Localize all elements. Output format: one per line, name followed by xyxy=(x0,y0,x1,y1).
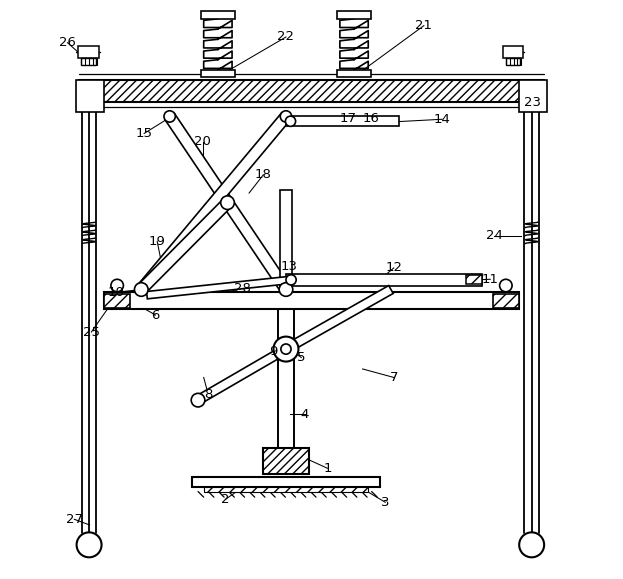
Text: 14: 14 xyxy=(434,113,450,126)
Circle shape xyxy=(191,393,205,407)
Polygon shape xyxy=(283,285,393,353)
Text: 8: 8 xyxy=(204,388,212,401)
Circle shape xyxy=(111,279,123,292)
Polygon shape xyxy=(146,276,292,299)
Bar xyxy=(201,70,235,77)
Circle shape xyxy=(279,283,293,296)
Bar xyxy=(76,79,105,112)
Circle shape xyxy=(281,344,291,354)
Circle shape xyxy=(285,116,295,126)
Text: 27: 27 xyxy=(66,513,83,526)
Bar xyxy=(264,448,308,474)
Text: 18: 18 xyxy=(255,168,272,181)
Circle shape xyxy=(500,279,512,292)
Text: 9: 9 xyxy=(269,346,277,358)
Text: 3: 3 xyxy=(381,496,389,509)
Bar xyxy=(466,275,482,284)
Bar xyxy=(193,477,379,487)
Text: 5: 5 xyxy=(297,351,305,364)
Text: 25: 25 xyxy=(83,325,100,339)
Text: 20: 20 xyxy=(194,135,211,148)
Bar xyxy=(204,487,368,492)
Text: 12: 12 xyxy=(385,262,402,274)
Polygon shape xyxy=(196,345,288,404)
Text: 24: 24 xyxy=(486,229,503,242)
Text: 22: 22 xyxy=(277,31,295,43)
Text: 10: 10 xyxy=(107,286,124,299)
Text: 26: 26 xyxy=(59,36,76,49)
Text: 19: 19 xyxy=(149,234,166,248)
Polygon shape xyxy=(137,113,290,293)
Circle shape xyxy=(519,532,544,558)
Text: 21: 21 xyxy=(416,19,432,32)
Bar xyxy=(493,294,518,307)
Bar xyxy=(105,294,130,307)
Text: 17: 17 xyxy=(340,112,357,124)
Circle shape xyxy=(77,532,102,558)
Text: 2: 2 xyxy=(221,493,229,506)
Polygon shape xyxy=(165,113,291,292)
Bar xyxy=(78,46,98,58)
Bar xyxy=(505,58,520,65)
Polygon shape xyxy=(137,199,232,294)
Polygon shape xyxy=(280,190,292,290)
Text: 1: 1 xyxy=(323,461,331,475)
Text: 4: 4 xyxy=(300,408,309,421)
Circle shape xyxy=(286,275,296,285)
Bar xyxy=(286,116,399,126)
Bar xyxy=(79,79,544,102)
Circle shape xyxy=(273,336,298,361)
Text: 16: 16 xyxy=(363,112,379,124)
Bar xyxy=(105,292,518,309)
Circle shape xyxy=(221,196,234,210)
Bar xyxy=(337,12,371,19)
Bar xyxy=(503,46,523,58)
Circle shape xyxy=(164,111,175,122)
Circle shape xyxy=(135,283,148,296)
Bar xyxy=(518,79,547,112)
Text: 7: 7 xyxy=(389,371,398,384)
Text: 13: 13 xyxy=(280,261,297,273)
Bar xyxy=(286,274,482,286)
Text: 6: 6 xyxy=(151,309,159,321)
Text: 23: 23 xyxy=(525,96,541,109)
Text: 15: 15 xyxy=(136,127,153,140)
Bar xyxy=(337,70,371,77)
Bar xyxy=(201,12,235,19)
Text: 28: 28 xyxy=(234,282,250,295)
Bar xyxy=(81,58,96,65)
Text: 11: 11 xyxy=(482,273,499,286)
Circle shape xyxy=(280,111,292,122)
